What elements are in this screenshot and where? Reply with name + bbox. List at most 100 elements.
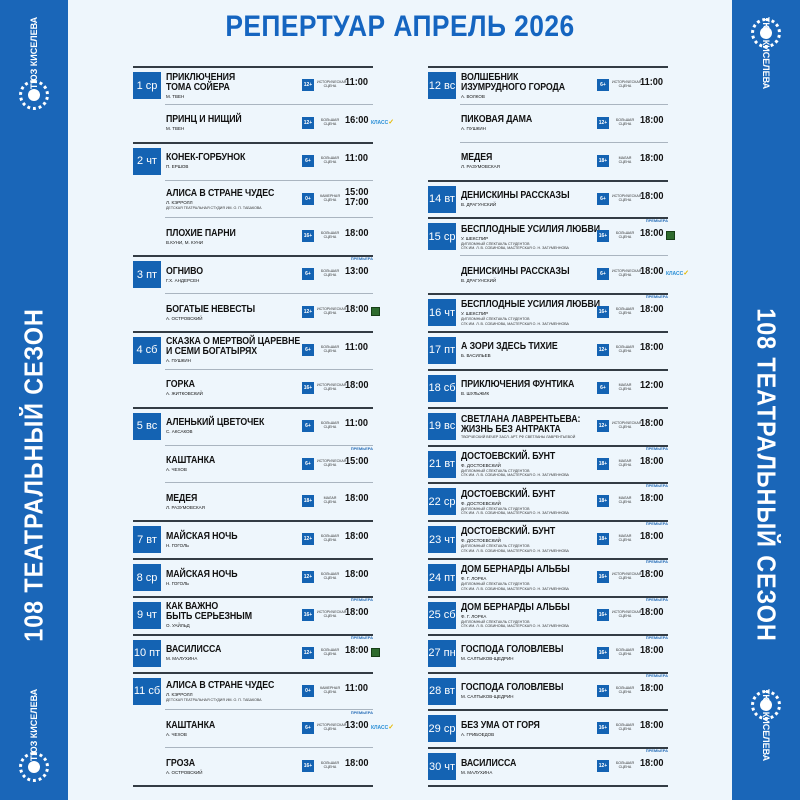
venue-label: МАЛАЯ СЦЕНА [618,458,632,467]
row-divider [460,141,668,143]
venue-label: БОЛЬШАЯ СЦЕНА [320,534,340,543]
performance-info: ПРИНЦ И НИЩИЙ М. ТВЕН [166,107,336,141]
author: М. ТВЕН [166,93,185,99]
showtime: 18:00 [640,758,664,770]
showtime: 18:00 [345,228,369,240]
age-rating-badge: 12+ [597,760,609,773]
venue-label: КАМЕРНАЯ СЦЕНА [320,193,340,202]
schedule-row: 27 пн ГОСПОДА ГОЛОВЛЕВЫ М. САЛТЫКОВ-ЩЕДРИН… [428,633,668,672]
author: П. ЕРШОВ [166,164,189,170]
performance-title: ПИКОВАЯ ДАМА [461,114,533,126]
schedule-row: 5 вс АЛЕНЬКИЙ ЦВЕТОЧЕК С. АКСАКОВ 6+ БОЛЬШАЯ… [133,406,373,445]
author: Н. ГОГОЛЬ [166,580,189,586]
row-divider [428,595,668,598]
row-divider [428,217,668,220]
row-divider [165,747,373,749]
performance-note: ДИПЛОМНЫЙ СПЕКТАКЛЬ СТУДЕНТОВ СГК ИМ. Л.… [461,317,569,326]
schedule-row: ПРИНЦ И НИЩИЙ М. ТВЕН 12+ БОЛЬШАЯ СЦЕНА 16:0… [133,103,388,142]
schedule-row: ПЛОХИЕ ПАРНИ В.КУНИ, М. КУНИ 16+ БОЛЬШАЯ СЦ… [133,217,373,255]
row-divider [460,103,668,105]
venue-label: ИСТОРИЧЕСКАЯ СЦЕНА [612,193,642,202]
age-rating-badge: 18+ [597,457,609,470]
row-divider [165,103,373,105]
age-rating-badge: 18+ [597,533,609,546]
showtime: 18:00 [640,682,664,694]
venue-label: МАЛАЯ СЦЕНА [323,496,337,505]
row-divider [428,709,668,712]
age-rating-badge: 12+ [302,79,314,91]
row-divider [428,406,668,409]
row-divider [165,368,373,370]
season-label: 108 ТЕАТРАЛЬНЫЙ СЕЗОН [18,308,49,642]
row-divider [133,66,373,68]
day-badge: 29 ср [428,715,456,743]
performance-title: КАШТАНКА [166,719,216,731]
schedule-row: 28 вт ГОСПОДА ГОЛОВЛЕВЫ М. САЛТЫКОВ-ЩЕДРИН… [428,671,668,710]
performance-info: МЕДЕЯ Л. РАЗУМОВСКАЯ [461,145,631,179]
performance-info: ГОСПОДА ГОЛОВЛЕВЫ М. САЛТЫКОВ-ЩЕДРИН [461,637,631,671]
author: А. ОСТРОВСКИЙ [166,769,203,775]
showtime: 11:00 [345,682,369,694]
venue-label: ИСТОРИЧЕСКАЯ СЦЕНА [612,609,642,618]
performance-title: ГОРКА [166,379,195,391]
season-label: 108 ТЕАТРАЛЬНЫЙ СЕЗОН [751,308,782,642]
logo-text: ТЮЗ КИСЕЛЕВА [761,688,771,762]
premiere-label: ПРЕМЬЕРА [645,559,668,565]
schedule-row: КАШТАНКА А. ЧЕХОВ 6+ ИСТОРИЧЕСКАЯ СЦЕНА 13:0… [133,709,388,747]
venue-label: БОЛЬШАЯ СЦЕНА [615,307,635,316]
performance-title: МАЙСКАЯ НОЧЬ [166,530,238,542]
age-rating-badge: 12+ [597,419,609,432]
showtime: 18:00 [345,493,369,505]
sun-logo-icon [751,690,781,720]
venue-label: БОЛЬШАЯ СЦЕНА [320,761,340,770]
day-badge: 3 пт [133,261,161,289]
author: С. АКСАКОВ [166,429,193,435]
day-badge: 27 пн [428,639,456,667]
author: Л. РАЗУМОВСКАЯ [166,504,205,510]
venue-label: ИСТОРИЧЕСКАЯ СЦЕНА [317,458,347,467]
row-divider [133,558,373,561]
author: А. ЧЕХОВ [166,731,187,737]
schedule-row: 22 ср ДОСТОЕВСКИЙ. БУНТ Ф. ДОСТОЕВСКИЙ ДИПЛ… [428,482,668,520]
venue-label: ИСТОРИЧЕСКАЯ СЦЕНА [317,80,347,88]
day-badge: 2 чт [133,147,161,175]
showtime: 16:00 [345,114,369,126]
schedule-row: 16 чт БЕСПЛОДНЫЕ УСИЛИЯ ЛЮБВИ У. ШЕКСПИР ДИ… [428,293,668,331]
showtime: 18:00 [640,720,664,732]
venue-label: ИСТОРИЧЕСКАЯ СЦЕНА [317,723,347,732]
showtime: 18:00 [345,569,369,581]
author: В. ШУЛЬЖИК [461,391,490,397]
author: А. ВОЛКОВ [461,93,485,99]
day-badge: 12 вс [428,72,456,99]
day-badge: 22 ср [428,488,456,516]
performance-info: ОГНИВО Г.Х. АНДЕРСЕН [166,258,336,292]
showtime: 18:00 [640,644,664,656]
author: У. ШЕКСПИР [461,311,489,317]
page-title: РЕПЕРТУАР АПРЕЛЬ 2026 [225,10,575,43]
performance-title: ПЛОХИЕ ПАРНИ [166,227,236,239]
day-badge: 4 сб [133,336,161,364]
schedule-row: 1 ср ПРИКЛЮЧЕНИЯ ТОМА СОЙЕРА М. ТВЕН 12+ ИСТ… [133,66,373,104]
age-rating-badge: 18+ [302,495,314,508]
author: В.КУНИ, М. КУНИ [166,239,204,245]
schedule-row: ГРОЗА А. ОСТРОВСКИЙ 16+ БОЛЬШАЯ СЦЕНА 18:00 [133,747,373,785]
performance-info: ПРИКЛЮЧЕНИЯ ФУНТИКА В. ШУЛЬЖИК [461,372,631,406]
sun-logo-icon [19,752,49,782]
premiere-label: ПРЕМЬЕРА [350,256,373,262]
schedule-row: 23 чт ДОСТОЕВСКИЙ. БУНТ Ф. ДОСТОЕВСКИЙ ДИПЛ… [428,520,668,558]
performance-title: БОГАТЫЕ НЕВЕСТЫ [166,303,256,315]
author: Ф. ДОСТОЕВСКИЙ [461,500,501,506]
row-divider [165,293,373,295]
day-badge: 7 вт [133,526,161,554]
green-film-icon [371,307,380,317]
performance-info: ВАСИЛИССА М. МАЛУХИНА [166,637,336,671]
schedule-row: ГОРКА А. ЖИТКОВСКИЙ 16+ ИСТОРИЧЕСКАЯ СЦЕНА 1… [133,368,373,407]
showtime: 13:00 [345,720,369,732]
performance-info: АЛЕНЬКИЙ ЦВЕТОЧЕК С. АКСАКОВ [166,410,336,444]
author: М. МАЛУХИНА [461,769,493,775]
performance-note: ДИПЛОМНЫЙ СПЕКТАКЛЬ СТУДЕНТОВ СГК ИМ. Л.… [461,241,569,250]
performance-info: ДОМ БЕРНАРДЫ АЛЬБЫ Ф. Г. ЛОРКА ДИПЛОМНЫЙ С… [461,599,631,633]
author: Н. ГОГОЛЬ [166,542,189,548]
performance-title: БЕСПЛОДНЫЕ УСИЛИЯ ЛЮБВИ [461,223,600,235]
performance-title: БЕЗ УМА ОТ ГОРЯ [461,719,540,731]
